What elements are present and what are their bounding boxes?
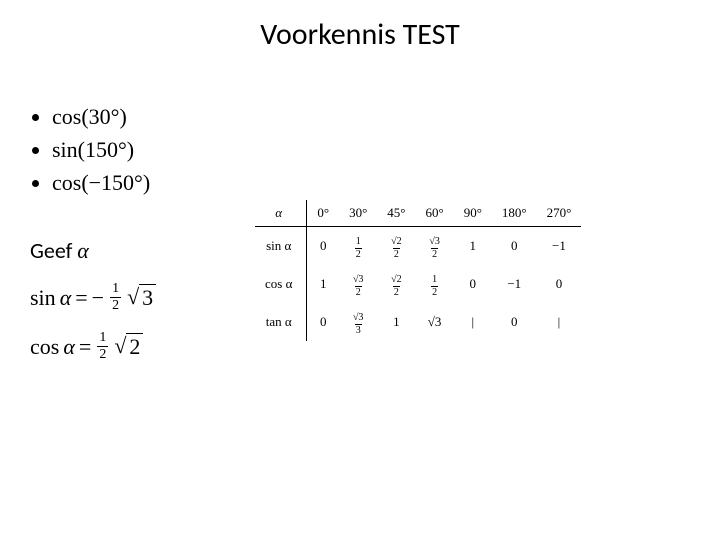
geef-label: Geef α xyxy=(30,237,156,264)
eq1-eq: = xyxy=(75,285,87,311)
table-header-row: α 0° 30° 45° 60° 90° 180° 270° xyxy=(255,200,581,227)
eq2-eq: = xyxy=(79,334,91,360)
equation-1: sinα = − 1 2 √3 xyxy=(30,282,156,313)
problem-list: cos(30°) sin(150°) cos(−150°) xyxy=(30,100,156,199)
angle-3: 60° xyxy=(416,200,454,227)
eq2-frac-num: 1 xyxy=(97,331,108,346)
table-corner: α xyxy=(255,200,307,227)
trig-table: α 0° 30° 45° 60° 90° 180° 270° sin α012√… xyxy=(255,200,581,341)
sqrt-icon: √ xyxy=(114,333,126,359)
angle-2: 45° xyxy=(377,200,415,227)
table-row: tan α0√331√3|0| xyxy=(255,303,581,341)
frac: √32 xyxy=(428,237,441,260)
table-cell: 12 xyxy=(416,265,454,303)
table-cell: √32 xyxy=(416,227,454,266)
table-row: cos α1 √32 √22 12 0−10 xyxy=(255,265,581,303)
table-cell: −1 xyxy=(492,265,537,303)
table-cell: 1 xyxy=(307,265,339,303)
frac: 12 xyxy=(431,275,438,298)
table-cell: 0 xyxy=(537,265,582,303)
eq1-sqrt-body: 3 xyxy=(139,284,156,311)
table-cell: 0 xyxy=(492,303,537,341)
table-cell: √32 xyxy=(339,265,377,303)
row-label: sin α xyxy=(255,227,307,266)
table-cell: 0 xyxy=(454,265,492,303)
problem-2: sin(150°) xyxy=(52,133,156,166)
table-cell: 0 xyxy=(307,303,339,341)
frac: √33 xyxy=(352,313,365,336)
equation-2: cosα = 1 2 √2 xyxy=(30,331,156,362)
table-cell: | xyxy=(537,303,582,341)
eq2-func: cos xyxy=(30,334,59,360)
angle-4: 90° xyxy=(454,200,492,227)
table-cell: 0 xyxy=(307,227,339,266)
eq2-sqrt-body: 2 xyxy=(126,333,143,360)
table-cell: 0 xyxy=(492,227,537,266)
sqrt-icon: √ xyxy=(127,284,139,310)
row-label: tan α xyxy=(255,303,307,341)
eq1-var: α xyxy=(60,285,72,311)
table-cell: 12 xyxy=(339,227,377,266)
geef-text: Geef xyxy=(30,237,77,264)
page-title: Voorkennis TEST xyxy=(0,0,720,53)
table-cell: √22 xyxy=(377,265,415,303)
eq2-var: α xyxy=(63,334,75,360)
eq1-frac-den: 2 xyxy=(110,297,121,313)
angle-6: 270° xyxy=(537,200,582,227)
angle-0: 0° xyxy=(307,200,339,227)
eq1-neg: − xyxy=(92,285,104,311)
eq1-frac-num: 1 xyxy=(110,282,121,297)
frac: √22 xyxy=(390,237,403,260)
eq2-frac-den: 2 xyxy=(97,346,108,362)
table-cell: 1 xyxy=(454,227,492,266)
eq1-func: sin xyxy=(30,285,56,311)
table-cell: √22 xyxy=(377,227,415,266)
angle-5: 180° xyxy=(492,200,537,227)
trig-values-table: α 0° 30° 45° 60° 90° 180° 270° sin α012√… xyxy=(255,200,581,341)
table-cell: √33 xyxy=(339,303,377,341)
eq2-frac: 1 2 xyxy=(97,331,108,362)
problem-1: cos(30°) xyxy=(52,100,156,133)
table-cell: √3 xyxy=(416,303,454,341)
frac: 12 xyxy=(355,237,362,260)
eq2-sqrt: √2 xyxy=(114,333,143,360)
eq1-sqrt: √3 xyxy=(127,284,156,311)
problem-3: cos(−150°) xyxy=(52,166,156,199)
eq1-frac: 1 2 xyxy=(110,282,121,313)
table-cell: 1 xyxy=(377,303,415,341)
alpha-symbol: α xyxy=(77,238,89,263)
left-column: cos(30°) sin(150°) cos(−150°) Geef α sin… xyxy=(30,100,156,362)
frac: √22 xyxy=(390,275,403,298)
angle-1: 30° xyxy=(339,200,377,227)
table-cell: −1 xyxy=(537,227,582,266)
row-label: cos α xyxy=(255,265,307,303)
table-cell: | xyxy=(454,303,492,341)
table-row: sin α012√22√3210−1 xyxy=(255,227,581,266)
frac: √32 xyxy=(352,275,365,298)
